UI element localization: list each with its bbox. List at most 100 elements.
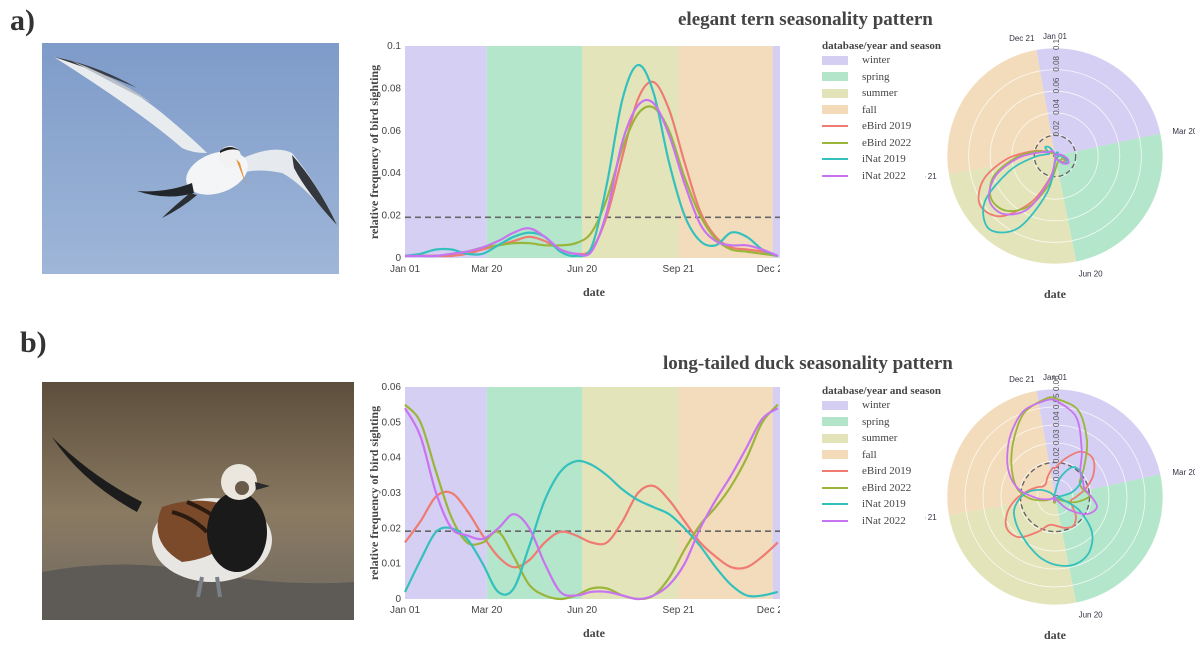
y-tick-label: 0.03 — [382, 488, 402, 499]
line-chart: 0 0.01 0.02 0.03 0.04 0.05 0.06 Jan 01 Mar 20 Jun… — [367, 382, 780, 640]
polar-grid-ring — [964, 406, 1146, 588]
panel-label: a) — [10, 4, 35, 37]
x-tick-label: Jan 01 — [390, 264, 420, 275]
polar-sector-summer — [948, 156, 1077, 264]
y-tick-label: 0.04 — [382, 168, 402, 179]
polar-series-ebird-2019 — [1004, 450, 1096, 539]
legend-item[interactable]: fall — [810, 102, 960, 119]
legend-item[interactable]: eBird 2022 — [810, 480, 960, 497]
legend-item[interactable]: spring — [810, 69, 960, 86]
series-line-ebird-2019 — [404, 484, 779, 570]
season-band-winter — [772, 387, 780, 599]
series-line-ebird-2022 — [404, 403, 779, 601]
series-line-inat-2022 — [404, 98, 779, 258]
legend-swatch — [822, 417, 848, 427]
legend-swatch — [822, 503, 848, 506]
x-tick-label: Sep 21 — [663, 264, 695, 275]
legend-label: fall — [862, 448, 877, 461]
chart-title: elegant tern seasonality pattern — [678, 9, 933, 30]
polar-r-tick-label: 0.04 — [1052, 99, 1061, 115]
y-axis-label: relative frequency of bird sighting — [367, 406, 381, 580]
polar-axis-label: date — [1044, 287, 1067, 301]
polar-series-inat-2022 — [1006, 398, 1098, 516]
polar-sector-winter — [1036, 48, 1055, 156]
legend-item[interactable]: eBird 2019 — [810, 118, 960, 135]
polar-theta-label: Jun 20 — [1079, 611, 1104, 620]
legend-label: eBird 2019 — [862, 120, 912, 133]
polar-sector-spring — [1055, 133, 1163, 262]
polar-r-tick-label: 0.01 — [1052, 465, 1061, 481]
y-tick-label: 0.08 — [382, 83, 402, 94]
legend-label: eBird 2022 — [862, 136, 912, 149]
legend-label: iNat 2022 — [862, 514, 906, 527]
legend-swatch — [822, 174, 848, 177]
polar-axis-label: date — [1044, 628, 1067, 642]
polar-grid-ring — [1000, 442, 1110, 552]
legend-label: iNat 2019 — [862, 498, 906, 511]
legend-item[interactable]: eBird 2022 — [810, 135, 960, 152]
legend-item[interactable]: winter — [810, 52, 960, 69]
legend-item[interactable]: iNat 2022 — [810, 513, 960, 530]
polar-grid-ring — [946, 388, 1164, 606]
y-tick-label: 0.06 — [382, 382, 402, 393]
panel-a: a) elegant tern seasonality pattern — [0, 0, 1200, 323]
legend-item[interactable]: iNat 2022 — [810, 168, 960, 185]
legend-item[interactable]: iNat 2019 — [810, 151, 960, 168]
elegant-tern-photo — [42, 43, 339, 274]
legend-item[interactable]: eBird 2019 — [810, 463, 960, 480]
polar-theta-label: Mar 20 — [1172, 468, 1195, 477]
x-tick-label: Jun 20 — [567, 264, 597, 275]
y-tick-label: 0 — [395, 253, 401, 264]
polar-sector-winter — [1055, 48, 1161, 156]
x-axis-label: date — [583, 285, 606, 296]
line-chart: 0 0.02 0.04 0.06 0.08 0.1 Jan 01 Mar 20 Jun 20 Se… — [367, 41, 780, 296]
polar-grid-ring — [1033, 134, 1078, 179]
legend: database/year and season winter spring sum… — [810, 385, 960, 529]
y-tick-label: 0.01 — [382, 559, 402, 570]
legend-label: iNat 2022 — [862, 169, 906, 182]
polar-grid-ring — [968, 69, 1142, 243]
legend-title: database/year and season — [822, 385, 941, 397]
legend-label: iNat 2019 — [862, 153, 906, 166]
y-tick-label: 0.04 — [382, 453, 402, 464]
legend-label: winter — [862, 399, 891, 412]
legend-label: summer — [862, 87, 898, 100]
legend-label: spring — [862, 415, 890, 428]
legend-label: winter — [862, 54, 891, 67]
season-band-winter — [772, 46, 780, 258]
chart-title: long-tailed duck seasonality pattern — [663, 353, 953, 374]
legend-swatch — [822, 519, 848, 522]
legend-swatch — [822, 141, 848, 144]
legend-swatch — [822, 158, 848, 161]
polar-r-tick-label: 0.02 — [1052, 447, 1061, 463]
polar-theta-label: Jun 20 — [1079, 270, 1104, 279]
polar-theta-label: Dec 21 — [1009, 34, 1035, 43]
legend-item[interactable]: summer — [810, 85, 960, 102]
x-axis-label: date — [583, 626, 606, 640]
legend-item[interactable]: summer — [810, 430, 960, 447]
polar-r-tick-label: 0.1 — [1052, 38, 1061, 50]
polar-r-tick-label: 0.06 — [1052, 77, 1061, 93]
legend-swatch — [822, 400, 848, 410]
y-tick-label: 0 — [395, 594, 401, 605]
polar-r-tick-label: 0.03 — [1052, 429, 1061, 445]
legend-item[interactable]: iNat 2019 — [810, 496, 960, 513]
legend-swatch — [822, 72, 848, 82]
y-tick-label: 0.02 — [382, 211, 402, 222]
x-tick-label: Dec 21 — [757, 264, 780, 275]
polar-sector-summer — [948, 497, 1077, 605]
season-band-spring — [486, 387, 583, 599]
legend-item[interactable]: spring — [810, 414, 960, 431]
polar-theta-label: Jan 01 — [1043, 32, 1068, 41]
season-band-spring — [486, 46, 583, 258]
polar-r-tick-label: 0.06 — [1052, 375, 1061, 391]
polar-series-inat-2022 — [987, 149, 1070, 216]
legend-swatch — [822, 470, 848, 473]
legend-item[interactable]: winter — [810, 397, 960, 414]
legend-item[interactable]: fall — [810, 447, 960, 464]
season-band-fall — [678, 46, 773, 258]
legend: database/year and season winter spring sum… — [810, 40, 960, 184]
x-tick-label: Jun 20 — [567, 605, 597, 616]
series-line-inat-2019 — [404, 64, 779, 258]
y-tick-label: 0.1 — [387, 41, 401, 52]
